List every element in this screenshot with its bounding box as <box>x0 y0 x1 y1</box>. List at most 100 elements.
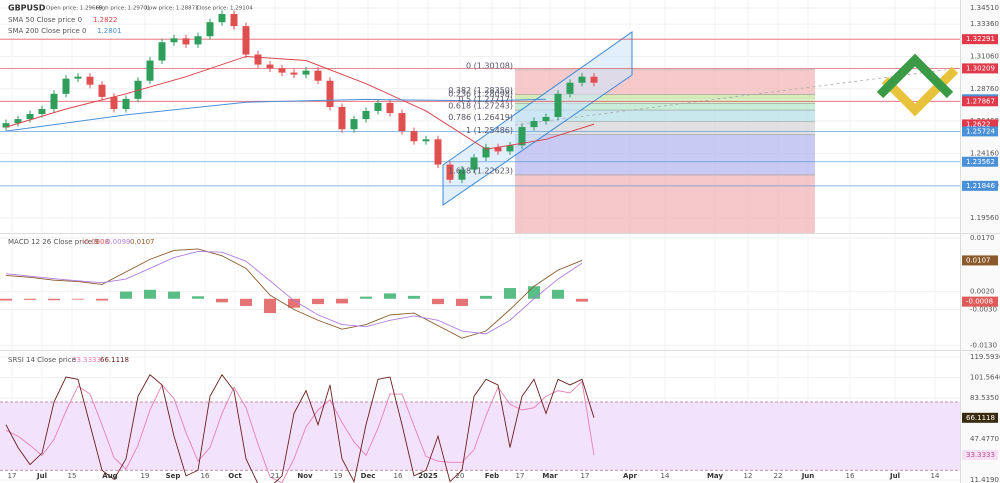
level-label: 1.25724 <box>966 127 995 135</box>
candle-body <box>374 102 382 111</box>
macd-histogram-bar <box>24 298 36 300</box>
candle-body <box>482 147 490 158</box>
fib-label: 0.618 (1.27243) <box>448 102 513 111</box>
candle-body <box>38 108 46 115</box>
candle-body <box>74 76 82 79</box>
candle-body <box>50 93 58 109</box>
y-tick-label: 0.0170 <box>970 234 995 242</box>
value-label-box <box>962 255 998 266</box>
macd-histogram-bar <box>72 298 84 300</box>
x-tick-label: 17 <box>581 472 590 480</box>
level-label: 1.27867 <box>966 97 995 105</box>
y-tick-label: 1.28760 <box>970 85 999 93</box>
ohlc-info: High price: 1.29701 <box>96 6 150 12</box>
x-tick-label: 17 <box>8 472 17 480</box>
macd-histogram-bar <box>432 298 444 305</box>
candle-body <box>530 121 538 128</box>
fib-label: 0.236 (1.28098) <box>448 90 513 99</box>
candle-body <box>314 70 322 81</box>
marks <box>0 10 598 483</box>
chart-title: GBPUSD <box>8 4 46 13</box>
candle-body <box>2 123 10 128</box>
macd-histogram-bar <box>144 289 156 299</box>
ohlc-info: Close price: 1.29104 <box>196 6 253 12</box>
candle-body <box>158 42 166 61</box>
fib-label: 0 (1.30108) <box>466 61 513 70</box>
y-tick-label: 47.4770 <box>970 435 999 443</box>
candle-body <box>278 68 286 73</box>
level-label-box <box>962 156 998 167</box>
candle-body <box>146 60 154 81</box>
x-tick-label: 19 <box>334 472 343 480</box>
trend-line <box>514 67 961 126</box>
level-label-box <box>962 180 998 191</box>
candle-body <box>98 84 106 97</box>
x-tick-label: 14 <box>931 472 940 480</box>
x-tick-label: Sep <box>166 472 181 480</box>
level-label-box <box>962 119 998 130</box>
candle-body <box>554 93 562 117</box>
legend-value: 0.0107 <box>130 238 155 246</box>
candle-body <box>218 14 226 23</box>
srsi-line <box>5 380 595 483</box>
macd-histogram-bar <box>528 286 540 299</box>
candle-body <box>254 54 262 65</box>
macd-histogram-bar <box>456 298 468 306</box>
candle-body <box>350 119 358 130</box>
candle-body <box>86 76 94 85</box>
x-tick-label: 20 <box>456 472 465 480</box>
legend-value: -0.0008 <box>82 238 109 246</box>
level-label-box <box>962 63 998 74</box>
x-tick-label: 15 <box>68 472 77 480</box>
candle-body <box>326 80 334 108</box>
candle-body <box>338 107 346 130</box>
x-tick-label: Mar <box>542 472 558 480</box>
candle-body <box>458 169 466 180</box>
y-tick-label: 1.19560 <box>970 214 999 222</box>
value-label-box <box>962 296 998 307</box>
macd-histogram-bar <box>168 291 180 299</box>
candle-body <box>518 127 526 146</box>
legend-value: 33.3333 <box>72 356 101 364</box>
pane-title: SRSI 14 Close price <box>8 356 76 364</box>
x-tick-label: 14 <box>661 472 670 480</box>
labels: 1.345101.333601.310601.287601.264601.241… <box>8 4 1000 483</box>
fib-band <box>515 110 815 122</box>
value-label: 0.0107 <box>966 256 991 264</box>
fib-band <box>515 134 815 175</box>
value-label: 66.1118 <box>966 414 995 422</box>
candle-body <box>290 72 298 75</box>
macd-histogram-bar <box>480 295 492 299</box>
x-tick-label: Oct <box>228 472 242 480</box>
candle-body <box>62 78 70 94</box>
candle-body <box>122 98 130 109</box>
legend-value: 0.0099 <box>106 238 131 246</box>
candle-body <box>26 114 34 120</box>
legend-label: SMA 200 Close price 0 <box>8 27 86 35</box>
level-label-box <box>962 126 998 137</box>
candle-body <box>566 82 574 94</box>
macd-line <box>5 251 583 335</box>
macd-histogram-bar <box>240 298 252 306</box>
y-tick-label: 11.4190 <box>970 476 999 483</box>
logo <box>876 53 959 117</box>
candle-body <box>398 113 406 132</box>
macd-histogram-bar <box>312 298 324 305</box>
candle-body <box>494 147 502 152</box>
level-label: 1.30209 <box>966 64 995 72</box>
macd-histogram-bar <box>48 298 60 301</box>
band <box>0 402 960 471</box>
macd-histogram-bar <box>120 291 132 299</box>
y-tick-label: -0.0130 <box>970 341 997 349</box>
value-label: -0.0008 <box>966 298 993 306</box>
candle-body <box>182 38 190 45</box>
ohlc-info: Low price: 1.28873 <box>146 6 199 12</box>
x-tick-label: 17 <box>516 472 525 480</box>
y-tick-label: 1.34510 <box>970 4 999 12</box>
candle-body <box>14 119 22 124</box>
x-tick-label: 21 <box>271 472 280 480</box>
fib-label: 0.5 (1.27717) <box>458 95 513 104</box>
macd-histogram-bar <box>96 298 108 301</box>
candle-body <box>578 76 586 83</box>
macd-histogram-bar <box>192 296 204 299</box>
